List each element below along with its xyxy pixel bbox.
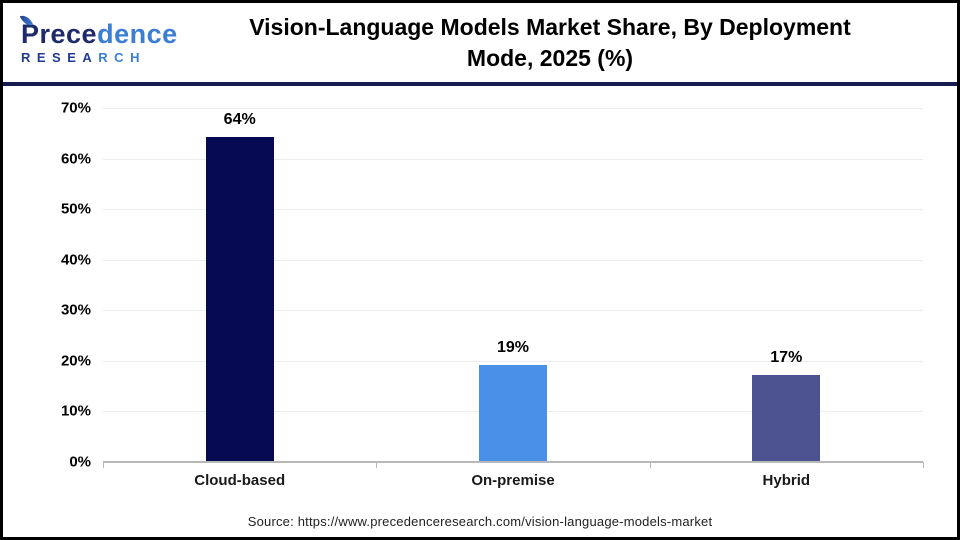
x-axis-tick <box>923 462 924 468</box>
bar-value-label: 64% <box>223 111 256 129</box>
gridline <box>103 108 923 109</box>
y-axis-label: 40% <box>60 251 91 269</box>
gridline <box>103 360 923 362</box>
x-category-label: On-premise <box>471 472 555 489</box>
x-axis-tick <box>103 462 104 468</box>
y-axis-label: 60% <box>60 150 91 168</box>
x-axis-line <box>103 461 923 463</box>
brand-logo: Precedence RESEARCH <box>19 12 191 65</box>
x-axis-tick <box>649 462 651 468</box>
bar <box>752 375 821 461</box>
y-axis-label: 50% <box>60 200 91 218</box>
y-axis-label: 70% <box>60 99 91 117</box>
gridline <box>103 158 923 160</box>
chart-title-line2: Mode, 2025 (%) <box>466 44 634 71</box>
bar-chart: 0% 10% 20% 30% 40% 50% 60% 70% 64% Cloud-based 19%… <box>3 90 957 537</box>
source-note: Source: https://www.precedenceresearch.c… <box>247 514 713 529</box>
y-axis-label: 0% <box>69 453 91 471</box>
gridline <box>103 209 923 211</box>
gridline <box>103 310 923 312</box>
x-axis-tick <box>376 462 378 468</box>
brand-name: Precedence <box>19 12 191 48</box>
chart-title: Vision-Language Models Market Share, By … <box>191 12 939 74</box>
bar-value-label: 17% <box>770 349 803 366</box>
bar <box>479 364 547 461</box>
x-category-label: Cloud-based <box>194 472 286 489</box>
brand-subname: RESEARCH <box>21 50 146 65</box>
chart-title-line1: Vision-Language Models Market Share, By … <box>249 13 851 40</box>
bar-value-label: 19% <box>496 338 530 356</box>
x-category-label: Hybrid <box>762 472 811 489</box>
gridline <box>103 259 923 261</box>
bar <box>205 137 274 461</box>
header: Precedence RESEARCH Vision-Language Mode… <box>3 3 957 86</box>
y-axis-label: 20% <box>60 352 91 370</box>
y-axis-label: 10% <box>60 402 91 420</box>
y-axis-label: 30% <box>60 301 91 319</box>
